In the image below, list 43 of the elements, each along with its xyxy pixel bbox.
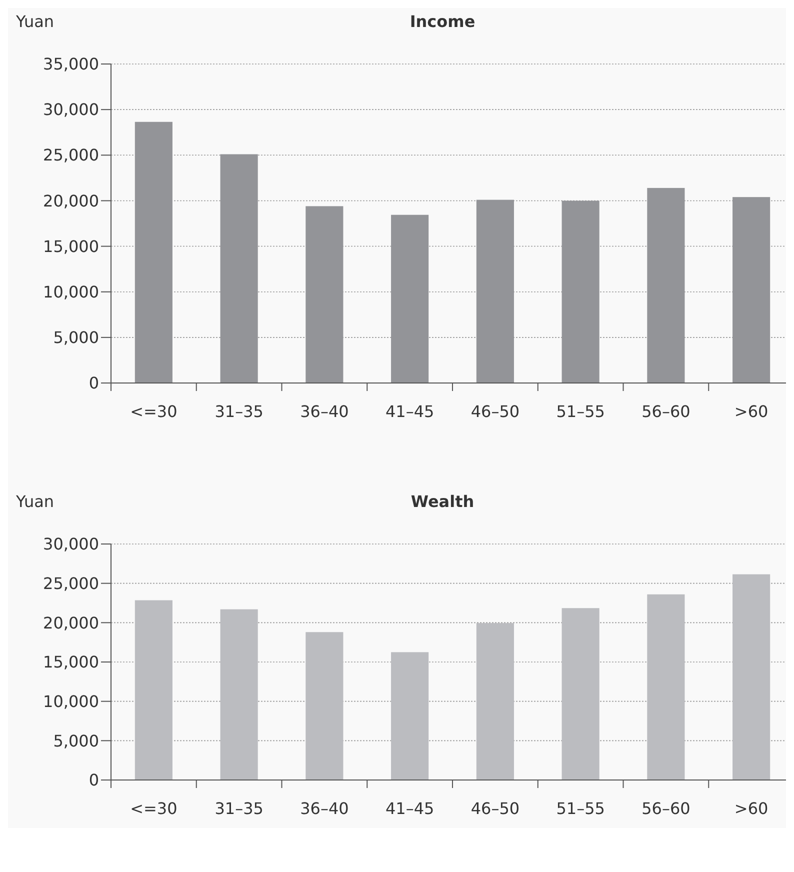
bar xyxy=(476,623,514,780)
x-tick-label: 46–50 xyxy=(470,799,520,818)
y-tick-label: 20,000 xyxy=(43,613,99,632)
bar xyxy=(220,609,258,780)
bar xyxy=(134,600,172,780)
chart-title: Income xyxy=(410,12,476,31)
y-tick-label: 30,000 xyxy=(43,534,99,554)
bar xyxy=(732,574,770,780)
x-tick-label: 46–50 xyxy=(470,402,520,421)
y-tick-label: 20,000 xyxy=(43,191,99,210)
x-tick-label: 51–55 xyxy=(556,799,605,818)
x-tick-label: 56–60 xyxy=(642,402,690,421)
x-tick-label: <=30 xyxy=(130,799,178,818)
y-tick-label: 0 xyxy=(88,770,99,790)
y-tick-label: 30,000 xyxy=(43,100,99,120)
x-tick-label: 36–40 xyxy=(300,799,349,818)
y-tick-label: 5,000 xyxy=(53,328,99,348)
chart-title: Wealth xyxy=(410,492,474,511)
y-tick-label: 15,000 xyxy=(43,652,99,672)
bar xyxy=(391,652,429,780)
y-tick-label: 10,000 xyxy=(43,282,99,302)
y-tick-label: 10,000 xyxy=(43,692,99,711)
x-tick-label: <=30 xyxy=(130,402,178,421)
x-tick-label: 51–55 xyxy=(556,402,605,421)
x-tick-label: >60 xyxy=(734,402,768,421)
x-tick-label: 56–60 xyxy=(642,799,690,818)
y-tick-label: 15,000 xyxy=(43,236,99,256)
x-tick-label: 41–45 xyxy=(385,799,434,818)
x-tick-label: >60 xyxy=(734,799,768,818)
bar xyxy=(647,594,685,780)
x-tick-label: 36–40 xyxy=(300,402,349,421)
y-tick-label: 5,000 xyxy=(53,731,99,750)
y-tick-label: 25,000 xyxy=(43,574,99,593)
y-tick-label: 35,000 xyxy=(43,54,99,74)
y-tick-label: 0 xyxy=(88,374,99,393)
x-tick-label: 31–35 xyxy=(214,799,264,818)
y-axis-title: Yuan xyxy=(15,492,54,511)
x-tick-label: 41–45 xyxy=(385,402,434,421)
bar xyxy=(562,608,600,780)
y-axis-title: Yuan xyxy=(15,12,54,31)
y-tick-label: 25,000 xyxy=(43,146,99,165)
x-tick-label: 31–35 xyxy=(214,402,264,421)
bar xyxy=(306,632,344,780)
